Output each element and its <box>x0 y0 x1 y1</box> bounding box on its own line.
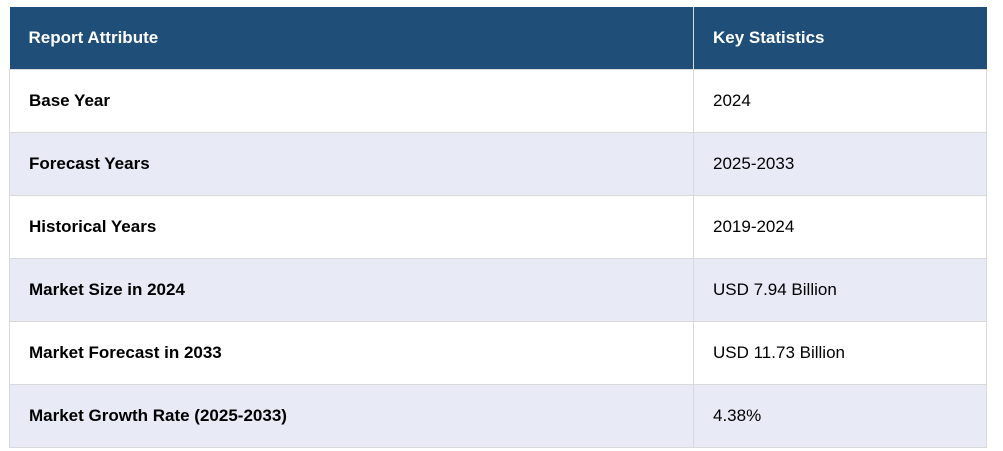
row-value: 2025-2033 <box>693 131 987 196</box>
table-row: Market Size in 2024 USD 7.94 Billion <box>9 257 987 322</box>
row-value: USD 7.94 Billion <box>693 257 987 322</box>
row-value: USD 11.73 Billion <box>693 320 987 385</box>
report-table-container: Report Attribute Key Statistics Base Yea… <box>9 7 987 448</box>
row-value: 4.38% <box>693 383 987 448</box>
row-attribute: Historical Years <box>9 194 694 259</box>
row-value: 2019-2024 <box>693 194 987 259</box>
row-attribute: Forecast Years <box>9 131 694 196</box>
table-body: Base Year 2024 Forecast Years 2025-2033 … <box>9 68 987 448</box>
row-attribute: Base Year <box>9 68 694 133</box>
report-attributes-table: Report Attribute Key Statistics Base Yea… <box>9 7 987 448</box>
header-row: Report Attribute Key Statistics <box>9 7 987 69</box>
table-row: Market Forecast in 2033 USD 11.73 Billio… <box>9 320 987 385</box>
header-key-statistics: Key Statistics <box>693 7 987 69</box>
table-row: Base Year 2024 <box>9 68 987 133</box>
table-row: Forecast Years 2025-2033 <box>9 131 987 196</box>
row-attribute: Market Size in 2024 <box>9 257 694 322</box>
row-value: 2024 <box>693 68 987 133</box>
table-row: Historical Years 2019-2024 <box>9 194 987 259</box>
row-attribute: Market Forecast in 2033 <box>9 320 694 385</box>
header-report-attribute: Report Attribute <box>9 7 694 69</box>
table-row: Market Growth Rate (2025-2033) 4.38% <box>9 383 987 448</box>
row-attribute: Market Growth Rate (2025-2033) <box>9 383 694 448</box>
table-header: Report Attribute Key Statistics <box>9 7 987 69</box>
